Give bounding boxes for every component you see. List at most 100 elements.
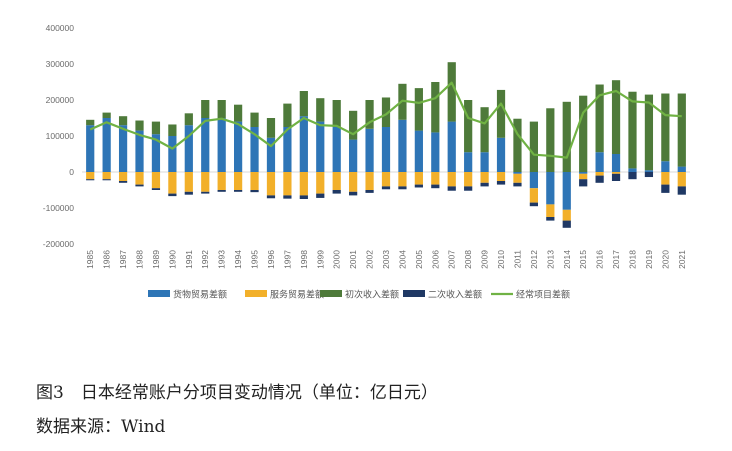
bar-segment-series-3-2014 [562,220,571,228]
bar-segment-series-1-2008 [464,172,473,187]
bar-segment-series-2-2005 [414,88,423,131]
data-source: 数据来源：Wind [36,417,166,437]
bar-segment-series-0-2009 [480,152,489,172]
bar-segment-series-3-2013 [546,217,555,221]
bar-segment-series-2-2001 [349,110,358,140]
x-tick-label: 1994 [233,250,243,269]
x-tick-label: 2010 [496,250,506,269]
bar-segment-series-0-1987 [118,125,128,172]
bar-segment-series-3-1992 [201,191,210,194]
bar-segment-series-0-2017 [611,154,621,172]
x-tick-label: 1988 [135,250,145,269]
bar-segment-series-3-2001 [349,191,358,196]
x-tick-label: 2001 [348,250,358,269]
bar-segment-series-1-2011 [513,173,522,183]
bar-segment-series-1-1993 [217,172,226,190]
x-tick-label: 2017 [611,250,621,269]
bar-segment-series-1-2009 [480,172,489,183]
bar-segment-series-0-1990 [168,136,177,172]
bar-segment-series-3-2017 [611,173,621,181]
bar-segment-series-2-1988 [135,120,144,131]
bar-segment-series-0-2007 [447,121,456,172]
legend-label: 货物贸易差额 [173,289,227,301]
x-tick-label: 2012 [529,250,539,269]
y-tick-label: 300000 [46,59,75,69]
bar-segment-series-0-2002 [365,128,374,172]
bar-segment-series-2-1989 [151,121,161,135]
bar-segment-series-0-2004 [398,119,407,172]
x-tick-label: 2014 [562,250,572,269]
bar-segment-series-2-1986 [102,112,111,118]
x-tick-label: 1997 [282,250,292,269]
bar-segment-series-2-2019 [644,94,654,171]
bar-segment-series-3-2003 [381,186,391,190]
bar-segment-series-2-2021 [677,93,686,167]
bar-segment-series-2-2006 [431,82,440,133]
bar-segment-series-1-2000 [332,172,341,190]
legend-swatch [320,290,342,297]
bar-segment-series-3-2005 [414,184,423,188]
bar-segment-series-2-2013 [546,108,555,172]
bar-segment-series-3-1989 [151,188,161,190]
bar-segment-series-0-2010 [496,137,506,172]
bar-segment-series-3-1988 [135,184,144,187]
x-axis: 1985 1986 1987 1988 1989 1990 1991 1992 1993 1994… [85,250,687,269]
x-tick-label: 2004 [397,250,407,269]
x-tick-label: 2006 [430,250,440,269]
bar-segment-series-2-1999 [316,98,325,122]
bar-segment-series-3-2019 [644,172,654,178]
legend-swatch [403,290,425,297]
y-tick-label: -100000 [43,203,74,213]
bar-segment-series-1-2012 [529,188,538,203]
x-tick-label: 1998 [299,250,309,269]
x-tick-label: 1987 [118,250,128,269]
bar-segment-series-2-2012 [529,121,538,172]
x-tick-label: 2011 [513,250,523,269]
x-tick-label: 1995 [250,250,260,269]
bar-segment-series-0-2019 [644,170,654,172]
bar-segment-series-1-2006 [431,172,440,185]
bar-segment-series-1-1986 [102,172,111,180]
bar-segment-series-0-2008 [464,152,473,172]
x-tick-label: 2005 [414,250,424,269]
bar-segment-series-2-1993 [217,100,226,118]
bar-segment-series-0-2001 [349,139,358,172]
bar-segment-series-3-2018 [628,172,637,180]
bar-segment-series-0-1999 [316,121,325,172]
bar-segment-series-1-1992 [201,172,210,192]
bar-segment-series-0-2015 [579,172,588,174]
bar-segment-series-0-2016 [595,152,604,172]
y-tick-label: 200000 [46,95,75,105]
line-layer [89,81,682,159]
legend-label: 服务贸易差额 [270,289,324,301]
bar-segment-series-2-2009 [480,107,489,153]
bar-segment-series-0-2021 [677,166,686,172]
bar-segment-series-1-2014 [562,209,571,221]
x-tick-label: 2018 [628,250,638,269]
bar-segment-series-0-1988 [135,130,144,172]
bar-segment-series-3-1991 [184,191,193,195]
x-tick-label: 1996 [266,250,276,269]
bar-segment-series-0-1994 [234,121,243,172]
bar-segment-series-3-2012 [529,202,538,207]
bar-segment-series-0-1993 [217,118,226,172]
bar-segment-series-1-1997 [283,172,292,196]
bar-segment-series-3-1997 [283,195,292,199]
y-tick-label: 0 [69,167,74,177]
series-line-current-account [89,81,682,159]
bar-segment-series-2-1992 [201,100,210,118]
bar-segment-series-0-2005 [414,130,423,172]
bar-segment-series-1-2007 [447,172,456,187]
x-tick-label: 1991 [184,250,194,269]
bar-segment-series-2-2010 [496,89,506,138]
bar-segment-series-1-2013 [546,204,555,217]
bar-segment-series-3-1986 [102,179,111,181]
bar-segment-series-2-2014 [562,101,571,172]
bar-segment-series-1-1987 [118,172,128,181]
bar-segment-series-2-2016 [595,84,604,153]
bar-segment-series-0-1998 [299,116,308,172]
bar-segment-series-2-2000 [332,100,341,127]
bar-segment-series-1-2015 [579,173,588,180]
y-axis: -200000 -100000 0 100000 200000 300000 400000 [43,23,74,249]
legend-swatch [148,290,170,297]
